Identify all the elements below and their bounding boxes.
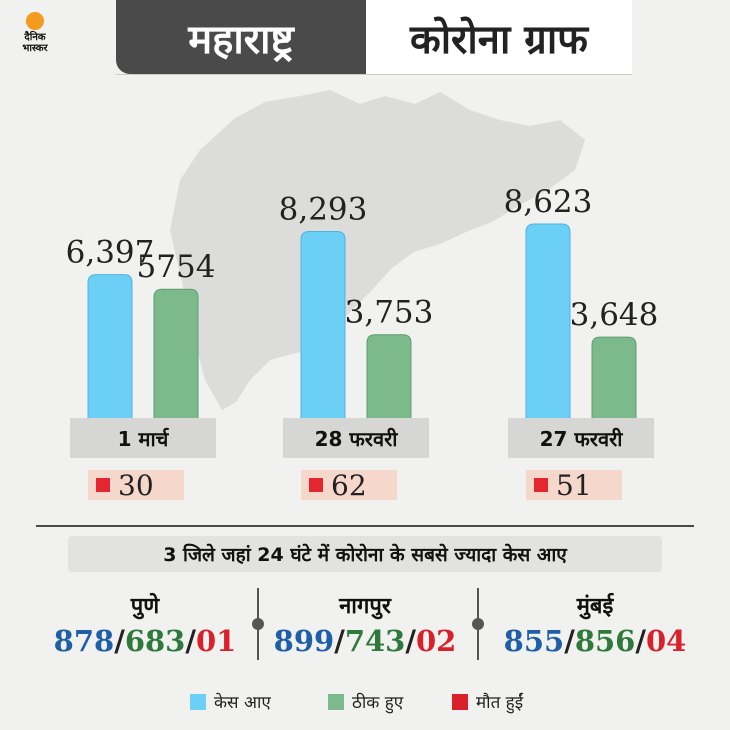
death-value: 30 [118,468,154,502]
district-mumbai: मुंबई 855/856/04 [495,590,695,658]
death-value: 62 [331,468,367,502]
bar-cases [525,223,571,421]
separator: / [564,624,575,658]
legend-swatch-recovered [328,693,344,710]
district-recovered: 743 [344,624,406,658]
dot-icon [252,618,264,630]
district-recovered: 856 [574,624,636,658]
bar-recovered [366,334,412,421]
districts-heading: 3 जिले जहां 24 घंटे में कोरोना के सबसे ज… [68,536,662,572]
district-stats: 899/743/02 [265,624,465,658]
header: महाराष्ट्र कोरोना ग्राफ [116,0,632,74]
legend-label: केस आए [214,693,271,713]
bar-value-label: 6,397 [66,235,155,271]
section-divider [36,525,694,527]
district-deaths: 04 [645,624,687,658]
district-stats: 878/683/01 [45,624,245,658]
legend-cases: केस आए [190,690,271,713]
district-nagpur: नागपुर 899/743/02 [265,590,465,658]
district-pune: पुणे 878/683/01 [45,590,245,658]
bar-value-label: 5754 [137,249,216,285]
bar-value-label: 3,648 [570,297,659,333]
header-topic: कोरोना ग्राफ [366,0,632,74]
legend-recovered: ठीक हुए [328,690,403,713]
dot-icon [472,618,484,630]
bar-recovered [591,336,637,421]
bar-cases [87,274,133,421]
bar-value-label: 8,623 [504,184,593,220]
district-deaths: 01 [195,624,237,658]
vertical-separator [252,588,264,660]
vertical-separator [472,588,484,660]
separator: / [635,624,646,658]
death-square-icon [96,478,110,492]
district-name: पुणे [130,594,160,619]
district-cases: 878 [53,624,115,658]
separator: / [405,624,416,658]
separator: / [114,624,125,658]
district-cases: 855 [503,624,565,658]
district-deaths: 02 [415,624,457,658]
district-name: मुंबई [576,594,614,619]
header-state: महाराष्ट्र [116,0,366,74]
death-value: 51 [556,468,592,502]
legend-label: ठीक हुए [352,693,404,713]
bar-value-label: 3,753 [345,295,434,331]
legend-swatch-deaths [452,693,468,710]
death-count: 30 [88,468,184,502]
category-label: 28 फरवरी [283,418,429,458]
death-count: 62 [301,468,397,502]
logo-line-1: दैनिक [24,32,46,43]
category-label: 1 मार्च [70,418,216,458]
district-name: नागपुर [339,594,391,619]
bar-value-label: 8,293 [279,192,368,228]
district-stats: 855/856/04 [495,624,695,658]
bar-recovered [153,288,199,421]
death-square-icon [534,478,548,492]
bar-cases [300,231,346,421]
death-square-icon [309,478,323,492]
death-count: 51 [526,468,622,502]
sun-icon [26,12,44,30]
legend-label: मौत हुईं [476,693,524,713]
separator: / [185,624,196,658]
district-recovered: 683 [124,624,186,658]
logo-line-2: भास्कर [22,43,48,54]
legend-deaths: मौत हुईं [452,690,523,713]
legend-swatch-cases [190,693,206,710]
category-label: 27 फरवरी [508,418,654,458]
district-cases: 899 [273,624,335,658]
dainik-bhaskar-logo: दैनिक भास्कर [12,12,58,60]
separator: / [334,624,345,658]
